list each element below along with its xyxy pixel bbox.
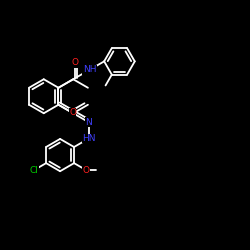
Text: N: N bbox=[86, 118, 92, 127]
Text: Cl: Cl bbox=[30, 166, 38, 174]
Text: NH: NH bbox=[83, 65, 96, 74]
Text: HN: HN bbox=[82, 134, 96, 143]
Text: O: O bbox=[71, 58, 78, 67]
Text: O: O bbox=[69, 108, 76, 118]
Text: O: O bbox=[82, 166, 89, 174]
